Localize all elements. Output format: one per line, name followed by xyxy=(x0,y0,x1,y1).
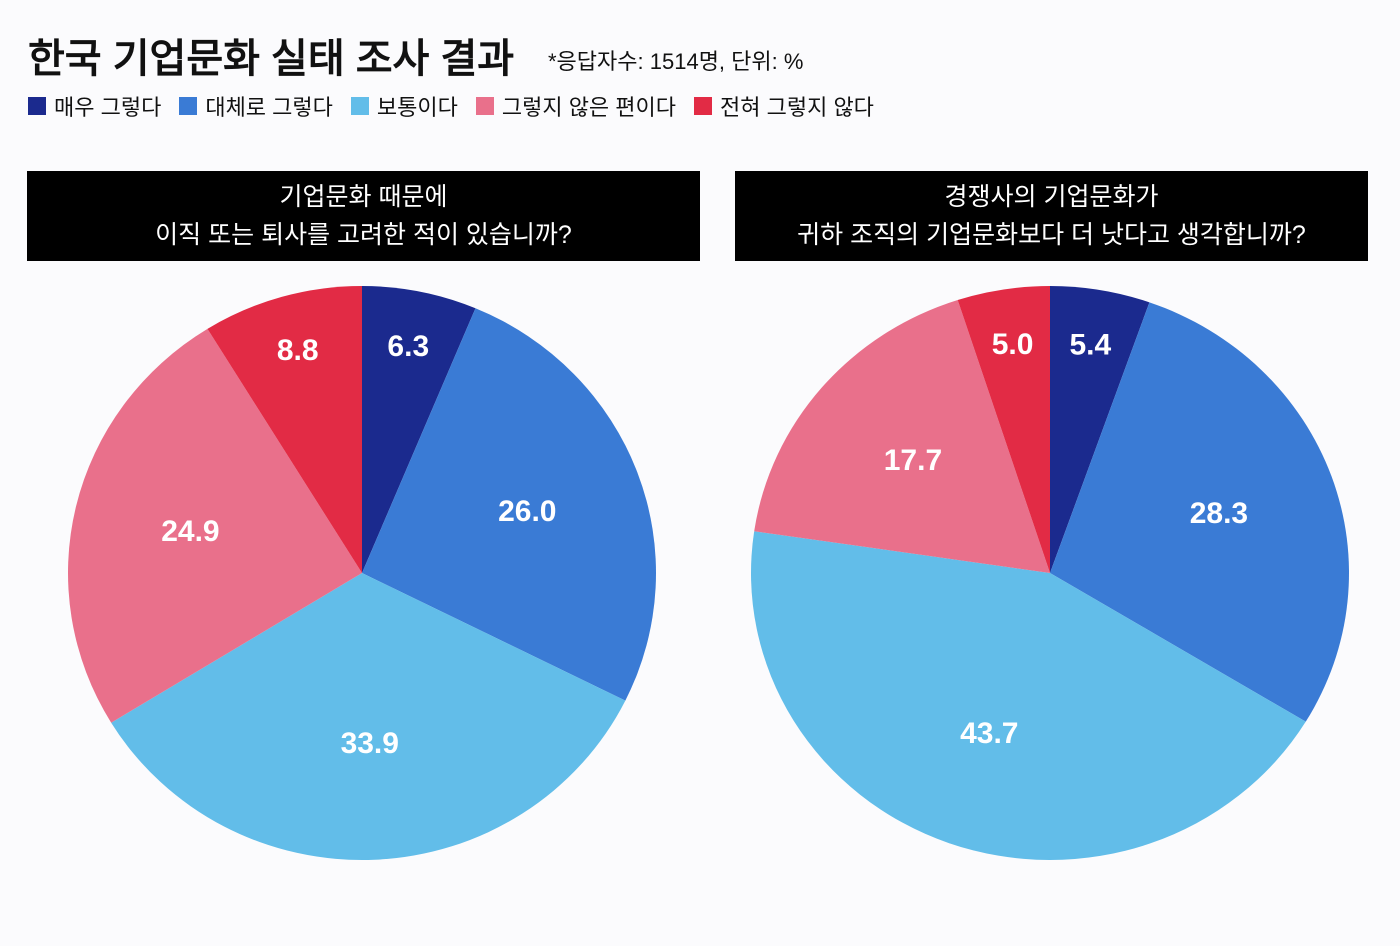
data-label: 6.3 xyxy=(387,330,429,363)
chart-note: *응답자수: 1514명, 단위: % xyxy=(548,49,804,74)
legend-item: 대체로 그렇다 xyxy=(179,90,333,122)
pie-slice xyxy=(111,573,626,860)
pie-slice xyxy=(754,300,1050,573)
pie-slice xyxy=(957,286,1050,573)
pie2-question-line2: 귀하 조직의 기업문화보다 더 낫다고 생각합니까? xyxy=(797,221,1306,249)
pie1-question-line1: 기업문화 때문에 xyxy=(279,183,448,211)
legend-label: 대체로 그렇다 xyxy=(205,95,333,120)
pie1-question: 기업문화 때문에 이직 또는 퇴사를 고려한 적이 있습니까? xyxy=(27,171,700,261)
legend-label: 매우 그렇다 xyxy=(54,95,162,120)
pie-slice xyxy=(67,328,362,723)
pie-2: 5.4 28.3 43.7 17.7 5.0 xyxy=(750,286,1350,861)
legend-label: 그렇지 않은 편이다 xyxy=(501,95,677,120)
legend-swatch xyxy=(350,97,369,115)
pie-slice xyxy=(1050,286,1150,573)
data-label: 26.0 xyxy=(498,495,556,528)
legend-swatch xyxy=(694,97,713,115)
pie-slice xyxy=(750,531,1306,861)
pie2-question-line1: 경쟁사의 기업문화가 xyxy=(944,183,1159,211)
data-label: 5.0 xyxy=(992,328,1034,361)
data-label: 8.8 xyxy=(277,334,319,367)
pie-slice xyxy=(207,286,362,573)
legend: 매우 그렇다 대체로 그렇다 보통이다 그렇지 않은 편이다 전혀 그렇지 않다 xyxy=(28,90,874,122)
legend-item: 보통이다 xyxy=(350,90,458,122)
pie-1: 6.3 26.0 33.9 24.9 8.8 xyxy=(67,286,656,860)
legend-label: 전혀 그렇지 않다 xyxy=(720,95,874,120)
chart-title: 한국 기업문화 실태 조사 결과 xyxy=(28,37,515,81)
data-label: 33.9 xyxy=(341,727,399,760)
data-label: 28.3 xyxy=(1190,497,1248,530)
data-label: 43.7 xyxy=(960,717,1018,750)
pie2-question: 경쟁사의 기업문화가 귀하 조직의 기업문화보다 더 낫다고 생각합니까? xyxy=(735,171,1368,261)
pie-slice xyxy=(1050,302,1350,722)
legend-item: 전혀 그렇지 않다 xyxy=(694,90,874,122)
pie1-question-line2: 이직 또는 퇴사를 고려한 적이 있습니까? xyxy=(155,221,572,249)
legend-swatch xyxy=(475,97,494,115)
data-label: 5.4 xyxy=(1069,329,1111,362)
legend-swatch xyxy=(179,97,198,115)
legend-item: 매우 그렇다 xyxy=(28,90,161,122)
legend-swatch xyxy=(28,97,46,115)
pie-slice xyxy=(362,308,656,701)
legend-label: 보통이다 xyxy=(376,95,458,120)
data-label: 17.7 xyxy=(884,444,942,477)
pie-slice xyxy=(362,286,476,573)
legend-item: 그렇지 않은 편이다 xyxy=(475,90,677,122)
data-label: 24.9 xyxy=(161,515,219,548)
